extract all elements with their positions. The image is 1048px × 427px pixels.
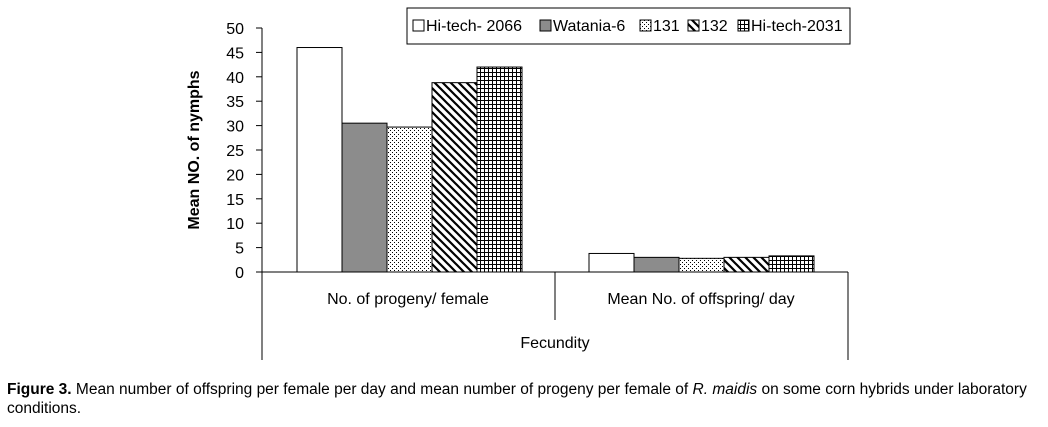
y-tick-label: 20 <box>226 167 244 184</box>
legend-box <box>406 7 851 45</box>
legend-label: Hi-tech-2031 <box>751 18 843 35</box>
x-axis-label: Fecundity <box>520 335 589 352</box>
bar-hi-tech-2031-1 <box>768 255 815 273</box>
caption-text-before: Mean number of offspring per female per … <box>71 381 693 398</box>
y-tick-label: 30 <box>226 119 244 136</box>
y-tick-label: 35 <box>226 94 244 111</box>
bar-hi-tech-2031-0 <box>476 66 523 273</box>
x-category-label: No. of progeny/ female <box>327 291 489 308</box>
y-tick-label: 10 <box>226 216 244 233</box>
bar-watania-6-0 <box>341 122 388 273</box>
x-category-label: Mean No. of offspring/ day <box>607 291 794 308</box>
caption-text-after: on some corn hybrids under laboratory co… <box>7 381 1027 417</box>
y-tick-label: 5 <box>235 241 244 258</box>
bar-hi-tech-2066-1 <box>588 252 635 273</box>
legend-swatch <box>639 19 652 32</box>
y-tick-label: 40 <box>226 70 244 87</box>
bar-131-0 <box>386 126 433 273</box>
legend-swatch <box>737 19 750 32</box>
bar-watania-6-1 <box>633 256 680 273</box>
bar-chart: 0 5 10 15 20 25 30 35 40 45 50 No. of progeny/ fem… <box>186 7 851 360</box>
y-tick-label: 45 <box>226 45 244 62</box>
bar-hi-tech-2066-0 <box>296 47 343 273</box>
y-tick-label: 15 <box>226 192 244 209</box>
legend-label: Watania-6 <box>553 18 625 35</box>
y-tick-label: 0 <box>235 265 244 282</box>
legend-label: Hi-tech- 2066 <box>426 18 522 35</box>
legend-label: 132 <box>701 18 728 35</box>
y-tick-label: 25 <box>226 143 244 160</box>
bar-132-1 <box>723 256 770 273</box>
caption-label: Figure 3. <box>7 381 72 398</box>
bar-131-1 <box>678 257 725 273</box>
legend-swatch <box>412 19 425 32</box>
bar-132-0 <box>431 82 478 273</box>
y-axis-label: Mean NO. of nymphs <box>186 70 203 229</box>
legend-swatch <box>539 19 552 32</box>
legend-swatch <box>687 19 700 32</box>
figure-caption: Figure 3. Mean number of offspring per f… <box>7 380 1042 418</box>
caption-species: R. maidis <box>692 381 758 398</box>
legend-label: 131 <box>653 18 680 35</box>
y-tick-label: 50 <box>226 21 244 38</box>
